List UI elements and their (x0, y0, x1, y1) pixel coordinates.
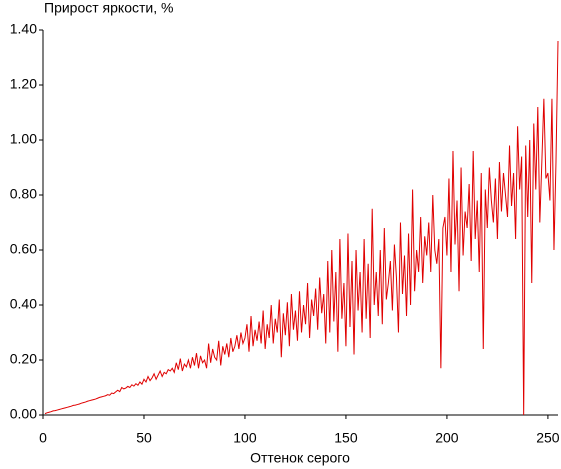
x-axis-label: Оттенок серого (250, 450, 350, 466)
y-tick-label: 1.20 (10, 76, 37, 92)
y-tick-label: 0.80 (10, 186, 37, 202)
y-tick-label: 1.00 (10, 131, 37, 147)
x-tick-label: 0 (39, 430, 47, 446)
chart-title: Прирост яркости, % (44, 0, 173, 16)
y-tick-label: 0.40 (10, 296, 37, 312)
x-tick-label: 100 (233, 430, 257, 446)
y-tick-label: 0.00 (10, 406, 37, 422)
x-tick-label: 250 (536, 430, 560, 446)
y-tick-label: 1.40 (10, 21, 37, 37)
y-tick-label: 0.60 (10, 241, 37, 257)
x-tick-label: 50 (136, 430, 152, 446)
data-line (44, 40, 559, 416)
y-tick-label: 0.20 (10, 351, 37, 367)
x-tick-label: 150 (334, 430, 358, 446)
x-tick-label: 200 (435, 430, 459, 446)
